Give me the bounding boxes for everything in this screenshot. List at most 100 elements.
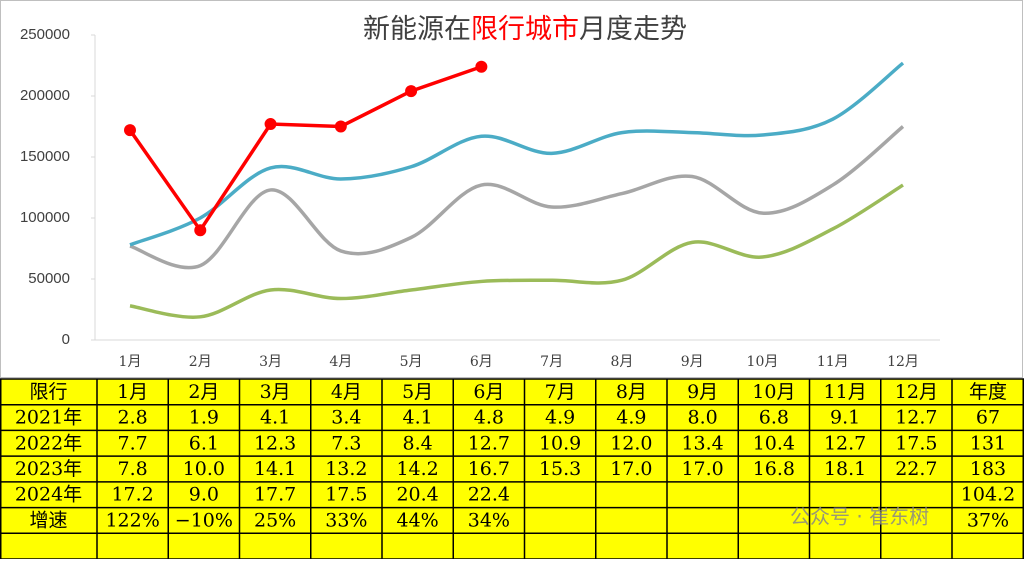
x-tick-label: 4月 (329, 354, 352, 370)
y-tick-label: 100000 (20, 209, 70, 226)
x-tick-label: 7月 (540, 354, 563, 370)
table-cell: 44% (397, 509, 439, 531)
table-cell: 17.0 (681, 458, 723, 480)
y-tick-label: 50000 (28, 270, 70, 287)
watermark: 公众号 · 崔东树 (790, 505, 929, 529)
table-cell: 4月 (331, 381, 362, 403)
table-cell: 4.1 (260, 407, 290, 429)
y-tick-label: 0 (62, 331, 70, 348)
table-cell: 4.9 (545, 407, 575, 429)
title-part: 月度走势 (579, 14, 687, 45)
table-cell: 1月 (117, 381, 148, 403)
table-cell: 14.2 (396, 458, 438, 480)
table-cell: 16.7 (468, 458, 510, 480)
table-cell: 2022年 (15, 432, 82, 454)
table-cell: 16.8 (753, 458, 795, 480)
table-cell: 年度 (969, 381, 1007, 403)
table-cell: 3月 (260, 381, 291, 403)
table-cell: 5月 (402, 381, 433, 403)
y-tick-label: 250000 (20, 26, 70, 43)
table-cell: 9月 (687, 381, 718, 403)
table-cell: 3.4 (331, 407, 361, 429)
table-bg (0, 379, 1024, 559)
table-cell: 12.0 (610, 432, 652, 454)
series-line (128, 65, 482, 234)
table-cell: 17.2 (111, 484, 153, 506)
table-cell: 9.0 (189, 484, 219, 506)
table-cell: 7月 (545, 381, 576, 403)
table-cell: 11月 (824, 381, 867, 403)
table-cell: 2024年 (15, 484, 82, 506)
chart-title: 新能源在限行城市月度走势 (363, 14, 687, 45)
x-tick-label: 1月 (119, 354, 142, 370)
table-cell: 104.2 (961, 484, 1015, 506)
table-cell: 17.7 (254, 484, 296, 506)
table-cell: 4.8 (474, 407, 504, 429)
table-cell: 13.2 (325, 458, 367, 480)
table-cell: 17.5 (325, 484, 367, 506)
table-cell: 10.4 (753, 432, 795, 454)
x-tick-label: 8月 (610, 354, 633, 370)
table-cell: 18.1 (824, 458, 866, 480)
title-part: 限行城市 (471, 14, 579, 45)
table-cell: 8.0 (688, 407, 718, 429)
table-cell: 12.7 (468, 432, 510, 454)
table-cell: 15.3 (539, 458, 581, 480)
table-cell: 20.4 (396, 484, 438, 506)
table-cell: 增速 (29, 509, 67, 531)
table-cell: 17.5 (895, 432, 937, 454)
x-tick-label: 11月 (817, 354, 849, 370)
table-cell: 8.4 (403, 432, 433, 454)
x-tick-label: 9月 (681, 354, 704, 370)
marker (264, 118, 277, 131)
marker (334, 120, 347, 133)
table-cell: 4.1 (403, 407, 433, 429)
marker (124, 124, 136, 137)
table-cell: 183 (970, 458, 1006, 480)
marker (405, 85, 418, 98)
x-tick-label: 12月 (887, 354, 919, 370)
table-cell: 限行 (29, 381, 67, 403)
table-cell: 8月 (616, 381, 647, 403)
table-cell: 13.4 (681, 432, 723, 454)
table-cell: 7.3 (331, 432, 361, 454)
table-cell: 2月 (188, 381, 219, 403)
table-cell: −10% (175, 509, 233, 531)
table-cell: 22.7 (895, 458, 937, 480)
table-cell: 6.8 (759, 407, 789, 429)
table-cell: 12.7 (824, 432, 866, 454)
table-cell: 2.8 (118, 407, 148, 429)
x-tick-label: 5月 (400, 354, 423, 370)
table-cell: 131 (970, 432, 1006, 454)
table-cell: 2023年 (15, 458, 82, 480)
x-tick-label: 6月 (470, 354, 493, 370)
table-cell: 67 (976, 407, 1000, 429)
chart-frame (0, 0, 1023, 378)
table-cell: 1.9 (189, 407, 219, 429)
table-cell: 12.7 (895, 407, 937, 429)
y-tick-label: 150000 (20, 148, 70, 165)
table-cell: 33% (325, 509, 367, 531)
table-cell: 7.8 (118, 458, 148, 480)
table-cell: 2021年 (15, 407, 82, 429)
table-cell: 122% (105, 509, 159, 531)
marker (475, 60, 488, 73)
marker (194, 224, 207, 237)
table-cell: 6.1 (189, 432, 219, 454)
table-cell: 22.4 (468, 484, 510, 506)
table-cell: 6月 (473, 381, 504, 403)
table-cell: 17.0 (610, 458, 652, 480)
table-cell: 10.9 (539, 432, 581, 454)
table-cell: 7.7 (118, 432, 148, 454)
x-tick-label: 2月 (189, 354, 212, 370)
x-tick-label: 3月 (259, 354, 282, 370)
table-cell: 14.1 (254, 458, 296, 480)
y-tick-label: 200000 (20, 87, 70, 104)
table-cell: 12月 (895, 381, 938, 403)
title-part: 新能源在 (363, 14, 471, 45)
series-line (129, 125, 905, 270)
table-cell: 10月 (752, 381, 795, 403)
x-tick-label: 10月 (747, 354, 779, 370)
series-line (129, 61, 905, 247)
